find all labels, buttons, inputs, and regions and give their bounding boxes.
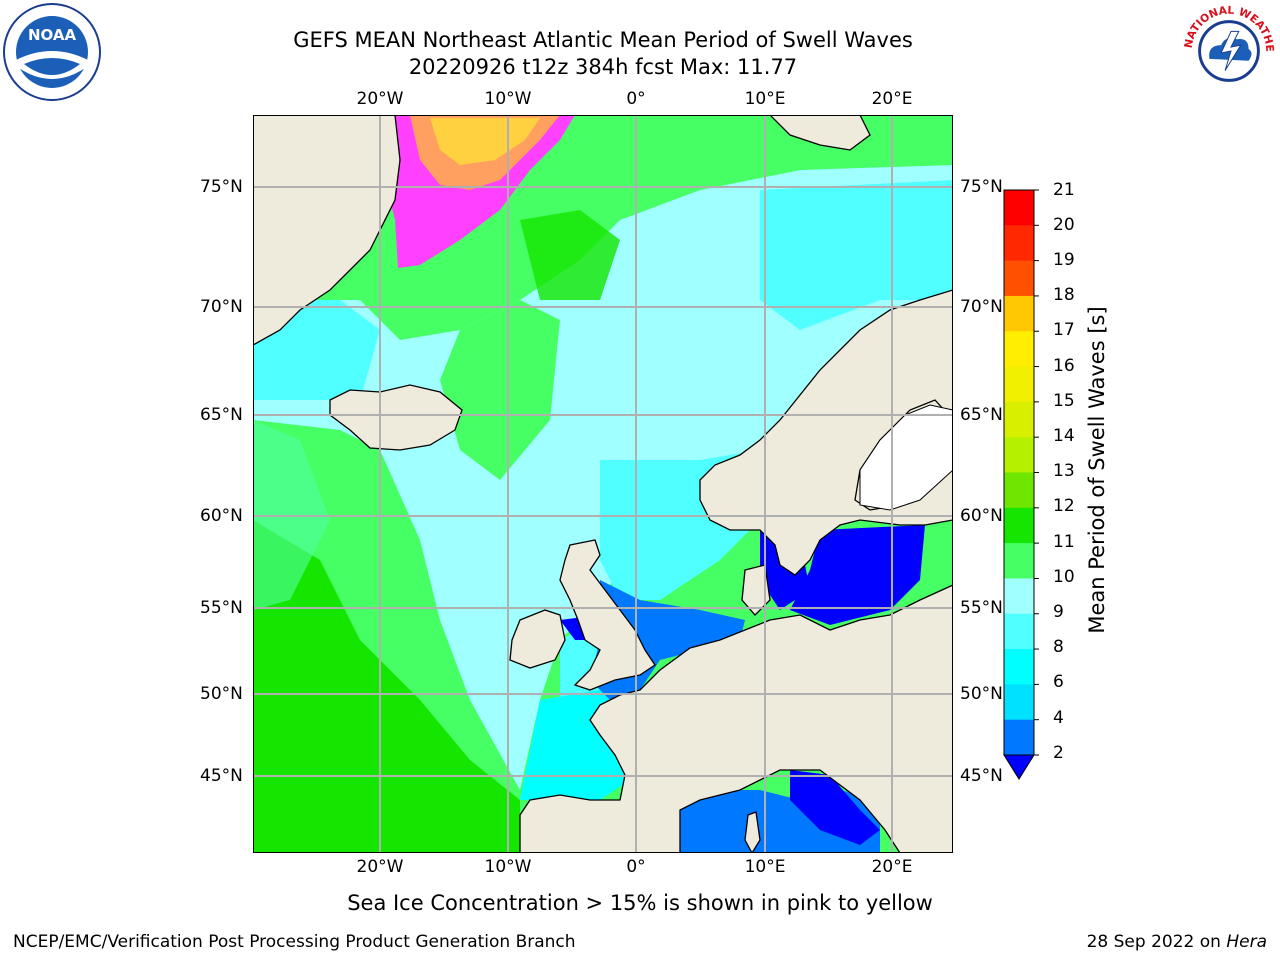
- colorbar-tick-label: 21: [1053, 180, 1075, 200]
- nws-logo: NATIONAL WEATHER SERVICE: [1180, 2, 1276, 99]
- colorbar-band: [1004, 472, 1034, 509]
- chart-title: GEFS MEAN Northeast Atlantic Mean Period…: [293, 28, 913, 52]
- lon-label-top: 0°: [626, 89, 646, 109]
- colorbar-tick-label: 13: [1053, 461, 1075, 481]
- chart-subtitle: 20220926 t12z 384h fcst Max: 11.77: [408, 55, 798, 79]
- lon-label-top: 20°E: [871, 89, 913, 109]
- colorbar-tick-label: 2: [1053, 743, 1064, 763]
- lat-label-left: 60°N: [200, 506, 243, 526]
- lat-label-left: 75°N: [200, 177, 243, 197]
- footer-host: Hera: [1226, 932, 1267, 952]
- colorbar-tick-label: 14: [1053, 426, 1075, 446]
- noaa-logo: NOAA: [3, 3, 101, 101]
- noaa-logo-text: NOAA: [28, 26, 77, 44]
- colorbar-band: [1004, 366, 1034, 403]
- lat-label-right: 50°N: [960, 684, 1003, 704]
- colorbar-tick-label: 20: [1053, 215, 1075, 235]
- colorbar-band: [1004, 260, 1034, 297]
- ireland: [509, 609, 566, 669]
- swell-field-10-11: [520, 210, 620, 300]
- footer-date-text: 28 Sep 2022 on: [1086, 932, 1227, 952]
- colorbar-band: [1004, 719, 1034, 756]
- graticule: [253, 115, 953, 853]
- colorbar-band: [1004, 613, 1034, 650]
- lat-label-right: 55°N: [960, 598, 1003, 618]
- sea-ice-area: [430, 118, 540, 165]
- colorbar-tick-label: 12: [1053, 496, 1075, 516]
- colorbar-tick-label: 19: [1053, 250, 1075, 270]
- lon-label-bottom: 0°: [626, 857, 646, 877]
- great-britain: [559, 539, 656, 691]
- colorbar-band: [1004, 578, 1034, 615]
- colorbar-extension: [1003, 754, 1035, 780]
- lon-label-top: 10°E: [744, 89, 786, 109]
- colorbar-band: [1004, 331, 1034, 368]
- colorbar-band: [1004, 295, 1034, 332]
- colorbar-tick-label: 6: [1053, 672, 1064, 692]
- lat-label-left: 65°N: [200, 405, 243, 425]
- swell-field-9-10: [440, 300, 560, 480]
- colorbar-tick-label: 9: [1053, 602, 1064, 622]
- colorbar-tick-label: 8: [1053, 637, 1064, 657]
- svalbard: [769, 115, 871, 151]
- lat-label-left: 55°N: [200, 598, 243, 618]
- lon-label-top: 10°W: [484, 89, 532, 109]
- colorbar-tick-label: 17: [1053, 320, 1075, 340]
- swell-field-6-8: [760, 180, 953, 330]
- colorbar-tick-label: 4: [1053, 708, 1064, 728]
- swell-period-map: [253, 115, 953, 853]
- lat-label-left: 45°N: [200, 766, 243, 786]
- footer-credit: NCEP/EMC/Verification Post Processing Pr…: [13, 932, 576, 952]
- swell-field-10-11: [280, 640, 380, 760]
- swell-field-10-11: [253, 520, 520, 853]
- colorbar-band: [1004, 543, 1034, 579]
- lon-label-bottom: 10°W: [484, 857, 532, 877]
- lon-label-top: 20°W: [356, 89, 404, 109]
- greenland: [253, 115, 401, 346]
- colorbar-tick-label: 16: [1053, 356, 1075, 376]
- colorbar-band: [1004, 190, 1034, 226]
- colorbar-tick-label: 11: [1053, 532, 1075, 552]
- lat-label-right: 45°N: [960, 766, 1003, 786]
- colorbar-band: [1004, 225, 1034, 262]
- colorbar-band: [1004, 649, 1034, 685]
- lon-label-bottom: 20°E: [871, 857, 913, 877]
- swell-field-lt2: [790, 770, 880, 845]
- lat-label-right: 70°N: [960, 297, 1003, 317]
- colorbar: [1003, 189, 1039, 780]
- corsica-sardinia: [744, 811, 761, 853]
- lat-label-right: 75°N: [960, 177, 1003, 197]
- sea-ice-note: Sea Ice Concentration > 15% is shown in …: [347, 891, 933, 915]
- lat-label-left: 70°N: [200, 297, 243, 317]
- lat-label-right: 60°N: [960, 506, 1003, 526]
- colorbar-tick-label: 15: [1053, 391, 1075, 411]
- footer-date: 28 Sep 2022 on Hera: [1087, 932, 1267, 952]
- lat-label-right: 65°N: [960, 405, 1003, 425]
- colorbar-label: Mean Period of Swell Waves [s]: [1085, 306, 1109, 634]
- lat-label-left: 50°N: [200, 684, 243, 704]
- colorbar-band: [1004, 437, 1034, 473]
- colorbar-band: [1004, 401, 1034, 438]
- lon-label-bottom: 10°E: [744, 857, 786, 877]
- colorbar-tick-label: 18: [1053, 285, 1075, 305]
- colorbar-band: [1004, 684, 1034, 721]
- colorbar-band: [1004, 507, 1034, 544]
- colorbar-tick-label: 10: [1053, 567, 1075, 587]
- lon-label-bottom: 20°W: [356, 857, 404, 877]
